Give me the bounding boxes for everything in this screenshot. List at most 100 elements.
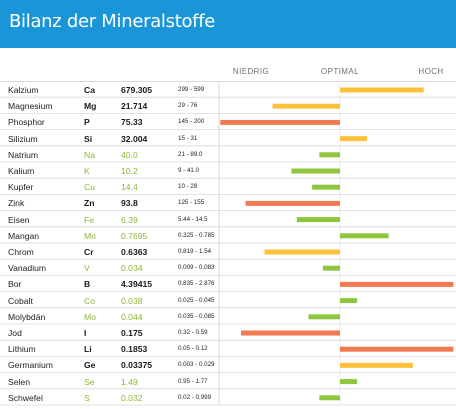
mineral-name: Natrium	[8, 149, 39, 160]
mineral-value: 0.03375	[121, 360, 153, 371]
bar-v	[322, 265, 340, 271]
mineral-value: 21.714	[121, 101, 148, 112]
bar-cr	[264, 249, 340, 255]
mineral-value: 0.032	[121, 392, 143, 403]
table-row: Kalzium Ca 679.305 299 - 599	[0, 81, 456, 101]
mineral-symbol: Zn	[84, 198, 95, 209]
mineral-value: 93.8	[121, 198, 138, 209]
reference-range: 21 - 89.0	[178, 150, 203, 158]
reference-range: 0.02 - 0.999	[178, 393, 212, 401]
mineral-symbol: Ca	[84, 85, 95, 95]
reference-range: 299 - 599	[178, 86, 205, 93]
mineral-value: 0.7695	[121, 230, 148, 241]
mineral-symbol: S	[84, 392, 90, 403]
table-row: Cobalt Co 0.038 0.025 - 0.045	[0, 292, 456, 312]
bar-i	[241, 330, 340, 336]
reference-range: 10 - 28	[178, 183, 198, 191]
mineral-name: Molybdän	[8, 311, 46, 322]
scale-label-high: HOCH	[418, 67, 444, 76]
reference-range: 0.835 - 2.876	[178, 280, 215, 288]
mineral-value: 1.49	[121, 376, 138, 387]
mineral-name: Germanium	[8, 360, 53, 371]
mineral-value: 6.39	[121, 214, 138, 225]
mineral-name: Silizium	[8, 133, 38, 144]
mineral-symbol: Li	[84, 344, 92, 355]
mineral-name: Cobalt	[8, 295, 33, 306]
mineral-symbol: P	[84, 117, 90, 128]
table-row: Phosphor P 75.33 145 - 200	[0, 113, 456, 133]
mineral-name: Schwefel	[8, 392, 43, 403]
table-row: Germanium Ge 0.03375 0.003 - 0.029	[0, 356, 456, 376]
table-row: Silizium Si 32.004 15 - 31	[0, 130, 456, 150]
reference-range: 5.44 - 14.5	[178, 215, 208, 223]
mineral-name: Mangan	[8, 230, 40, 241]
mineral-name: Jod	[8, 328, 22, 338]
table-row: Vanadium V 0.034 0.009 - 0.083	[0, 259, 456, 279]
table-row: Molybdän Mo 0.044 0.035 - 0.085	[0, 308, 456, 328]
bar-fe	[296, 217, 340, 223]
mineral-symbol: Se	[84, 376, 95, 387]
mineral-symbol: Fe	[84, 214, 95, 225]
table-row: Natrium Na 40.0 21 - 89.0	[0, 146, 456, 166]
mineral-name: Selen	[8, 376, 30, 387]
bar-si	[340, 136, 367, 142]
mineral-value: 40.0	[121, 149, 138, 160]
header-bar: Bilanz der Mineralstoffe	[0, 0, 456, 48]
table-row: Selen Se 1.49 0.95 - 1.77	[0, 373, 456, 393]
table-row: Chrom Cr 0.6363 0.819 - 1.54	[0, 243, 456, 263]
mineral-value: 0.034	[121, 263, 143, 274]
reference-range: 0.325 - 0.785	[178, 231, 215, 239]
bar-p	[220, 119, 340, 125]
mineral-name: Bor	[8, 279, 22, 290]
table-row: Zink Zn 93.8 125 - 155	[0, 194, 456, 214]
table-row: Mangan Mn 0.7695 0.325 - 0.785	[0, 227, 456, 247]
mineral-symbol: V	[84, 263, 90, 274]
bar-k	[291, 168, 340, 174]
mineral-value: 0.175	[121, 328, 143, 338]
mineral-symbol: Ge	[84, 360, 96, 371]
mineral-name: Zink	[8, 198, 25, 209]
table-row: Magnesium Mg 21.714 29 - 76	[0, 97, 456, 117]
table-row: Kalium K 10.2 9 - 41.0	[0, 162, 456, 182]
mineral-symbol: Cu	[84, 182, 95, 193]
bar-li	[340, 346, 454, 352]
reference-range: 0.025 - 0.045	[178, 296, 215, 304]
reference-range: 0.32 - 0.59	[178, 329, 208, 336]
table-row: Lithium Li 0.1853 0.05 - 0.12	[0, 340, 456, 360]
table-row: Schwefel S 0.032 0.02 - 0.999	[0, 389, 456, 409]
mineral-symbol: Co	[84, 295, 95, 306]
mineral-symbol: Mn	[84, 230, 96, 241]
reference-range: 29 - 76	[178, 102, 198, 110]
mineral-name: Phosphor	[8, 117, 45, 128]
mineral-name: Vanadium	[8, 263, 47, 274]
mineral-name: Eisen	[8, 214, 30, 225]
mineral-symbol: Mg	[84, 101, 97, 112]
table-row: Kupfer Cu 14.4 10 - 28	[0, 178, 456, 198]
reference-range: 0.003 - 0.029	[178, 361, 215, 369]
mineral-symbol: K	[84, 166, 90, 176]
mineral-value: 32.004	[121, 133, 148, 144]
bar-ge	[340, 362, 413, 368]
mineral-symbol: Na	[84, 149, 95, 160]
mineral-name: Kalzium	[8, 85, 39, 95]
mineral-name: Magnesium	[8, 101, 53, 112]
reference-range: 9 - 41.0	[178, 167, 199, 174]
bar-na	[319, 152, 340, 158]
bar-co	[340, 298, 358, 304]
reference-range: 0.95 - 1.77	[178, 377, 208, 385]
bar-zn	[245, 200, 340, 206]
reference-range: 0.05 - 0.12	[178, 345, 208, 353]
mineral-value: 679.305	[121, 85, 153, 95]
mineral-value: 10.2	[121, 166, 138, 176]
bar-b	[340, 281, 454, 287]
bar-s	[319, 395, 340, 401]
page-title: Bilanz der Mineralstoffe	[9, 11, 216, 32]
mineral-name: Kupfer	[8, 182, 34, 193]
mineral-value: 0.044	[121, 311, 143, 322]
mineral-value: 0.038	[121, 295, 143, 306]
mineral-symbol: I	[84, 328, 87, 338]
mineral-symbol: B	[84, 279, 91, 290]
mineral-name: Lithium	[8, 344, 36, 355]
reference-range: 145 - 200	[178, 118, 205, 126]
